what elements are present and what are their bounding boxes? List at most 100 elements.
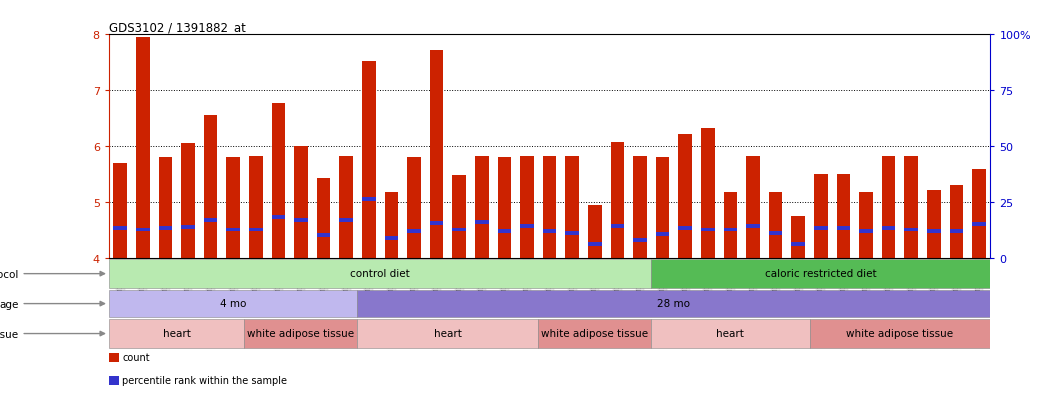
- Bar: [904, 157, 918, 259]
- Bar: [408, 230, 421, 234]
- Text: 28 mo: 28 mo: [657, 298, 691, 308]
- Bar: [385, 193, 398, 259]
- Bar: [113, 227, 127, 231]
- Bar: [678, 135, 692, 259]
- Text: caloric restricted diet: caloric restricted diet: [765, 268, 876, 278]
- Bar: [475, 157, 488, 259]
- Bar: [565, 157, 579, 259]
- Bar: [814, 175, 828, 259]
- Bar: [634, 157, 647, 259]
- Bar: [226, 158, 240, 259]
- Bar: [814, 227, 828, 231]
- Text: count: count: [122, 352, 150, 362]
- Bar: [768, 231, 782, 235]
- Bar: [109, 260, 651, 288]
- Bar: [226, 228, 240, 232]
- Bar: [249, 157, 262, 259]
- Bar: [860, 230, 873, 234]
- Bar: [498, 158, 511, 259]
- Bar: [565, 231, 579, 235]
- Bar: [881, 157, 895, 259]
- Bar: [181, 226, 195, 230]
- Bar: [358, 290, 990, 318]
- Bar: [973, 222, 986, 226]
- Bar: [521, 224, 534, 228]
- Bar: [747, 157, 760, 259]
- Bar: [113, 164, 127, 259]
- Text: percentile rank within the sample: percentile rank within the sample: [122, 375, 287, 385]
- Bar: [701, 228, 714, 232]
- Bar: [159, 158, 172, 259]
- Text: heart: heart: [433, 328, 461, 338]
- Text: tissue: tissue: [0, 329, 105, 339]
- Bar: [204, 218, 218, 222]
- Bar: [904, 228, 918, 232]
- Text: white adipose tissue: white adipose tissue: [248, 328, 355, 338]
- Text: GDS3102 / 1391882_at: GDS3102 / 1391882_at: [109, 21, 246, 34]
- Bar: [385, 237, 398, 241]
- Bar: [204, 116, 218, 259]
- Bar: [881, 227, 895, 231]
- Bar: [339, 218, 353, 222]
- Bar: [701, 129, 714, 259]
- Bar: [452, 228, 466, 232]
- Text: heart: heart: [717, 328, 745, 338]
- Bar: [588, 206, 601, 259]
- Bar: [747, 224, 760, 228]
- Bar: [452, 176, 466, 259]
- Bar: [950, 230, 963, 234]
- Bar: [724, 192, 737, 259]
- Bar: [362, 198, 375, 202]
- Bar: [768, 193, 782, 259]
- Bar: [159, 227, 172, 231]
- Bar: [791, 242, 805, 247]
- Bar: [498, 230, 511, 234]
- Bar: [860, 193, 873, 259]
- Text: control diet: control diet: [351, 268, 410, 278]
- Bar: [810, 319, 990, 348]
- Bar: [542, 157, 557, 259]
- Bar: [317, 179, 331, 259]
- Bar: [109, 319, 245, 348]
- Bar: [611, 224, 624, 228]
- Bar: [655, 233, 670, 236]
- Text: 4 mo: 4 mo: [220, 298, 247, 308]
- Bar: [249, 228, 262, 232]
- Bar: [295, 147, 308, 259]
- Text: white adipose tissue: white adipose tissue: [541, 328, 648, 338]
- Bar: [724, 228, 737, 232]
- Bar: [837, 175, 850, 259]
- Bar: [634, 238, 647, 242]
- Bar: [927, 230, 941, 234]
- Bar: [791, 217, 805, 259]
- Bar: [245, 319, 358, 348]
- Bar: [651, 260, 990, 288]
- Bar: [655, 158, 670, 259]
- Bar: [475, 220, 488, 224]
- Bar: [136, 228, 149, 232]
- Bar: [339, 157, 353, 259]
- Bar: [927, 190, 941, 259]
- Bar: [611, 143, 624, 259]
- Bar: [295, 218, 308, 222]
- Bar: [588, 242, 601, 247]
- Bar: [272, 216, 285, 220]
- Bar: [678, 227, 692, 231]
- Bar: [109, 290, 358, 318]
- Text: white adipose tissue: white adipose tissue: [846, 328, 953, 338]
- Bar: [358, 319, 538, 348]
- Bar: [429, 51, 444, 259]
- Bar: [317, 234, 331, 237]
- Bar: [362, 62, 375, 259]
- Bar: [837, 227, 850, 231]
- Text: age: age: [0, 299, 105, 309]
- Bar: [408, 158, 421, 259]
- Bar: [651, 319, 810, 348]
- Bar: [181, 144, 195, 259]
- Bar: [950, 186, 963, 259]
- Bar: [542, 230, 557, 234]
- Bar: [538, 319, 651, 348]
- Bar: [272, 103, 285, 259]
- Bar: [973, 169, 986, 259]
- Bar: [521, 157, 534, 259]
